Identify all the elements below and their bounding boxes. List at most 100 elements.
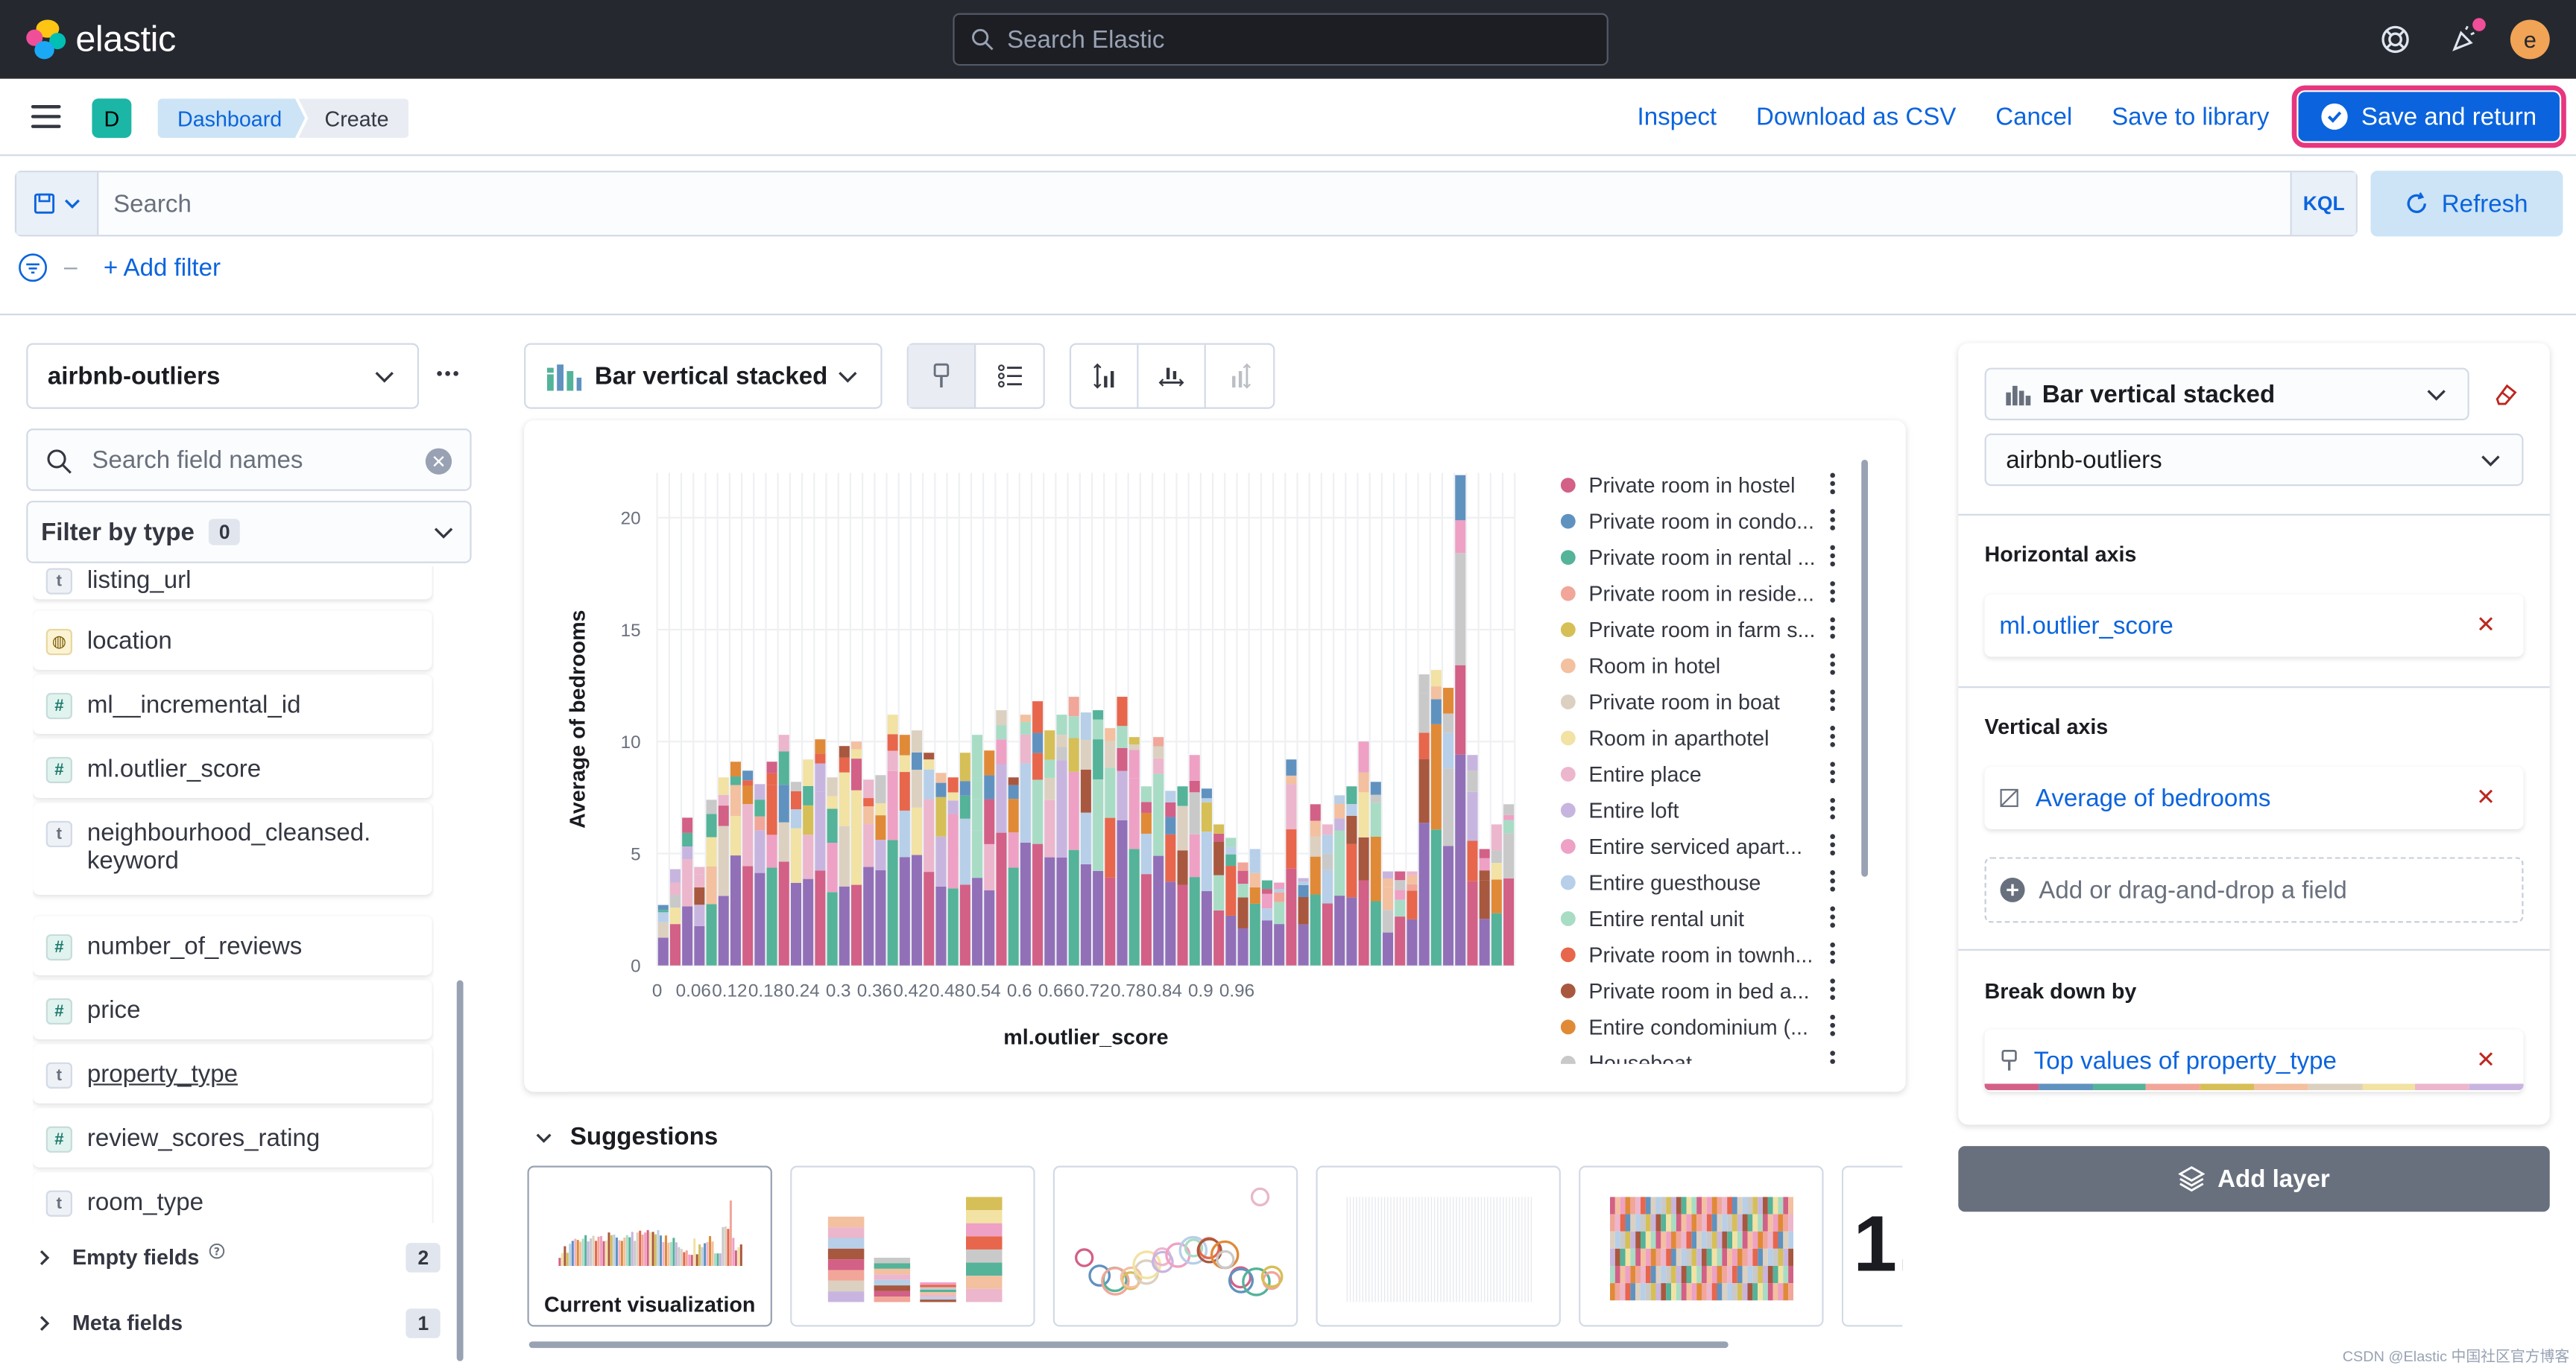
chart-type-switcher[interactable]: Bar vertical stacked bbox=[524, 343, 883, 409]
filter-by-type-button[interactable]: Filter by type 0 bbox=[26, 501, 472, 563]
add-filter-button[interactable]: + Add filter bbox=[103, 253, 221, 282]
legend-item[interactable]: Entire loft bbox=[1560, 791, 1840, 827]
field-item[interactable]: ◍ location bbox=[33, 610, 432, 671]
clear-icon[interactable]: ✕ bbox=[425, 448, 452, 475]
breakdown-dimension[interactable]: Top values of property_type ✕ bbox=[1984, 1029, 2524, 1092]
space-avatar[interactable]: D bbox=[92, 98, 132, 139]
save-to-library-button[interactable]: Save to library bbox=[2112, 102, 2270, 131]
suggestion-current-visualization[interactable]: Current visualization bbox=[527, 1165, 772, 1327]
legend-item[interactable]: Private room in rental ... bbox=[1560, 539, 1840, 574]
legend-action-icon[interactable] bbox=[1830, 725, 1835, 747]
remove-vertical-axis-icon[interactable]: ✕ bbox=[2476, 783, 2496, 810]
empty-fields-accordion[interactable]: Empty fields ? 2 bbox=[36, 1242, 441, 1272]
legend-action-icon[interactable] bbox=[1830, 1051, 1835, 1064]
legend-action-icon[interactable] bbox=[1830, 906, 1835, 928]
legend-action-icon[interactable] bbox=[1830, 1014, 1835, 1036]
meta-fields-accordion[interactable]: Meta fields 1 bbox=[36, 1308, 441, 1337]
legend-item[interactable]: Private room in reside... bbox=[1560, 574, 1840, 610]
suggestions-header[interactable]: Suggestions bbox=[534, 1123, 718, 1151]
legend-options-button[interactable] bbox=[976, 345, 1043, 408]
layer-chart-type-select[interactable]: Bar vertical stacked bbox=[1984, 367, 2469, 421]
vertical-axis-dimension[interactable]: Average of bedrooms ✕ bbox=[1984, 767, 2524, 829]
elastic-logo[interactable]: elastic bbox=[26, 18, 176, 60]
cancel-button[interactable]: Cancel bbox=[1995, 102, 2073, 131]
field-search-input[interactable]: Search field names ✕ bbox=[26, 428, 472, 491]
query-language-button[interactable]: KQL bbox=[2290, 172, 2356, 235]
left-axis-button[interactable] bbox=[1071, 344, 1139, 408]
field-item[interactable]: # ml.outlier_score bbox=[33, 738, 432, 798]
field-item[interactable]: t listing_url bbox=[33, 566, 432, 600]
remove-breakdown-icon[interactable]: ✕ bbox=[2476, 1045, 2496, 1072]
legend-scrollbar[interactable] bbox=[1861, 460, 1869, 877]
legend-item[interactable]: Private room in condo... bbox=[1560, 502, 1840, 538]
eraser-icon[interactable] bbox=[2494, 382, 2517, 405]
legend-item[interactable]: Private room in farm s... bbox=[1560, 611, 1840, 647]
thumbnail-bar bbox=[874, 1285, 911, 1291]
legend-action-icon[interactable] bbox=[1830, 617, 1835, 639]
download-csv-button[interactable]: Download as CSV bbox=[1756, 102, 1957, 131]
legend-action-icon[interactable] bbox=[1830, 942, 1835, 964]
legend-item[interactable]: Entire serviced apart... bbox=[1560, 828, 1840, 864]
legend-action-icon[interactable] bbox=[1830, 762, 1835, 784]
field-list-scrollbar[interactable] bbox=[456, 980, 464, 1361]
suggestion-heatmap[interactable] bbox=[1579, 1165, 1824, 1327]
thumbnail-cell bbox=[1686, 1248, 1692, 1266]
suggestions-scrollbar[interactable] bbox=[528, 1341, 1729, 1349]
field-item[interactable]: # number_of_reviews bbox=[33, 916, 432, 975]
legend-action-icon[interactable] bbox=[1830, 472, 1835, 495]
bottom-axis-button[interactable] bbox=[1138, 344, 1206, 408]
legend-action-icon[interactable] bbox=[1830, 509, 1835, 531]
suggestion-metric[interactable]: 1. bbox=[1841, 1165, 1903, 1327]
legend-action-icon[interactable] bbox=[1830, 834, 1835, 856]
query-input[interactable]: Search bbox=[113, 190, 192, 219]
field-item[interactable]: # review_scores_rating bbox=[33, 1108, 432, 1168]
legend-action-icon[interactable] bbox=[1830, 581, 1835, 603]
legend-item[interactable]: Room in hotel bbox=[1560, 647, 1840, 683]
visual-options-button[interactable] bbox=[908, 344, 976, 408]
legend-action-icon[interactable] bbox=[1830, 689, 1835, 712]
horizontal-axis-dimension[interactable]: ml.outlier_score ✕ bbox=[1984, 594, 2524, 657]
legend-item[interactable]: Private room in bed a... bbox=[1560, 972, 1840, 1008]
suggestion-scatter[interactable] bbox=[1052, 1165, 1298, 1327]
legend-item[interactable]: Entire rental unit bbox=[1560, 900, 1840, 936]
field-item[interactable]: # price bbox=[33, 980, 432, 1039]
legend-action-icon[interactable] bbox=[1830, 797, 1835, 820]
legend-action-icon[interactable] bbox=[1830, 870, 1835, 892]
legend-item[interactable]: Houseboat bbox=[1560, 1044, 1840, 1064]
inspect-button[interactable]: Inspect bbox=[1637, 102, 1717, 131]
search-icon bbox=[972, 28, 994, 51]
field-item[interactable]: t room_type bbox=[33, 1172, 432, 1223]
data-view-picker[interactable]: airbnb-outliers bbox=[26, 343, 420, 409]
legend-action-icon[interactable] bbox=[1830, 653, 1835, 675]
field-item[interactable]: t neighbourhood_cleansed. keyword bbox=[33, 802, 432, 895]
layer-data-view-select[interactable]: airbnb-outliers bbox=[1984, 433, 2524, 487]
legend-item[interactable]: Room in aparthotel bbox=[1560, 719, 1840, 755]
save-and-return-button[interactable]: Save and return bbox=[2292, 85, 2566, 148]
legend-action-icon[interactable] bbox=[1830, 545, 1835, 567]
legend-action-icon[interactable] bbox=[1830, 978, 1835, 1000]
saved-query-menu-button[interactable] bbox=[16, 172, 99, 235]
global-search-input[interactable]: Search Elastic bbox=[953, 13, 1609, 66]
more-options-icon[interactable] bbox=[437, 371, 458, 376]
legend-item[interactable]: Private room in hostel bbox=[1560, 466, 1840, 502]
news-feed-icon[interactable] bbox=[2441, 16, 2487, 63]
legend-item[interactable]: Entire guesthouse bbox=[1560, 864, 1840, 899]
breadcrumb-dashboard[interactable]: Dashboard bbox=[158, 98, 306, 138]
suggestion-bar-stacked[interactable] bbox=[790, 1165, 1035, 1327]
field-item[interactable]: t property_type bbox=[33, 1044, 432, 1104]
suggestion-table[interactable] bbox=[1316, 1165, 1561, 1327]
legend-item[interactable]: Private room in boat bbox=[1560, 683, 1840, 719]
user-avatar[interactable]: e bbox=[2510, 19, 2550, 60]
right-axis-button[interactable] bbox=[1206, 345, 1273, 408]
remove-horizontal-axis-icon[interactable]: ✕ bbox=[2476, 610, 2496, 637]
refresh-button[interactable]: Refresh bbox=[2370, 171, 2563, 237]
filter-icon[interactable] bbox=[18, 253, 48, 282]
help-icon[interactable] bbox=[2373, 16, 2419, 63]
add-vertical-field-button[interactable]: Add or drag-and-drop a field bbox=[1984, 857, 2524, 923]
legend-item[interactable]: Private room in townh... bbox=[1560, 936, 1840, 972]
legend-item[interactable]: Entire condominium (... bbox=[1560, 1008, 1840, 1044]
menu-icon[interactable] bbox=[31, 105, 61, 128]
add-layer-button[interactable]: Add layer bbox=[1958, 1146, 2550, 1212]
field-item[interactable]: # ml__incremental_id bbox=[33, 674, 432, 735]
legend-item[interactable]: Entire place bbox=[1560, 756, 1840, 791]
